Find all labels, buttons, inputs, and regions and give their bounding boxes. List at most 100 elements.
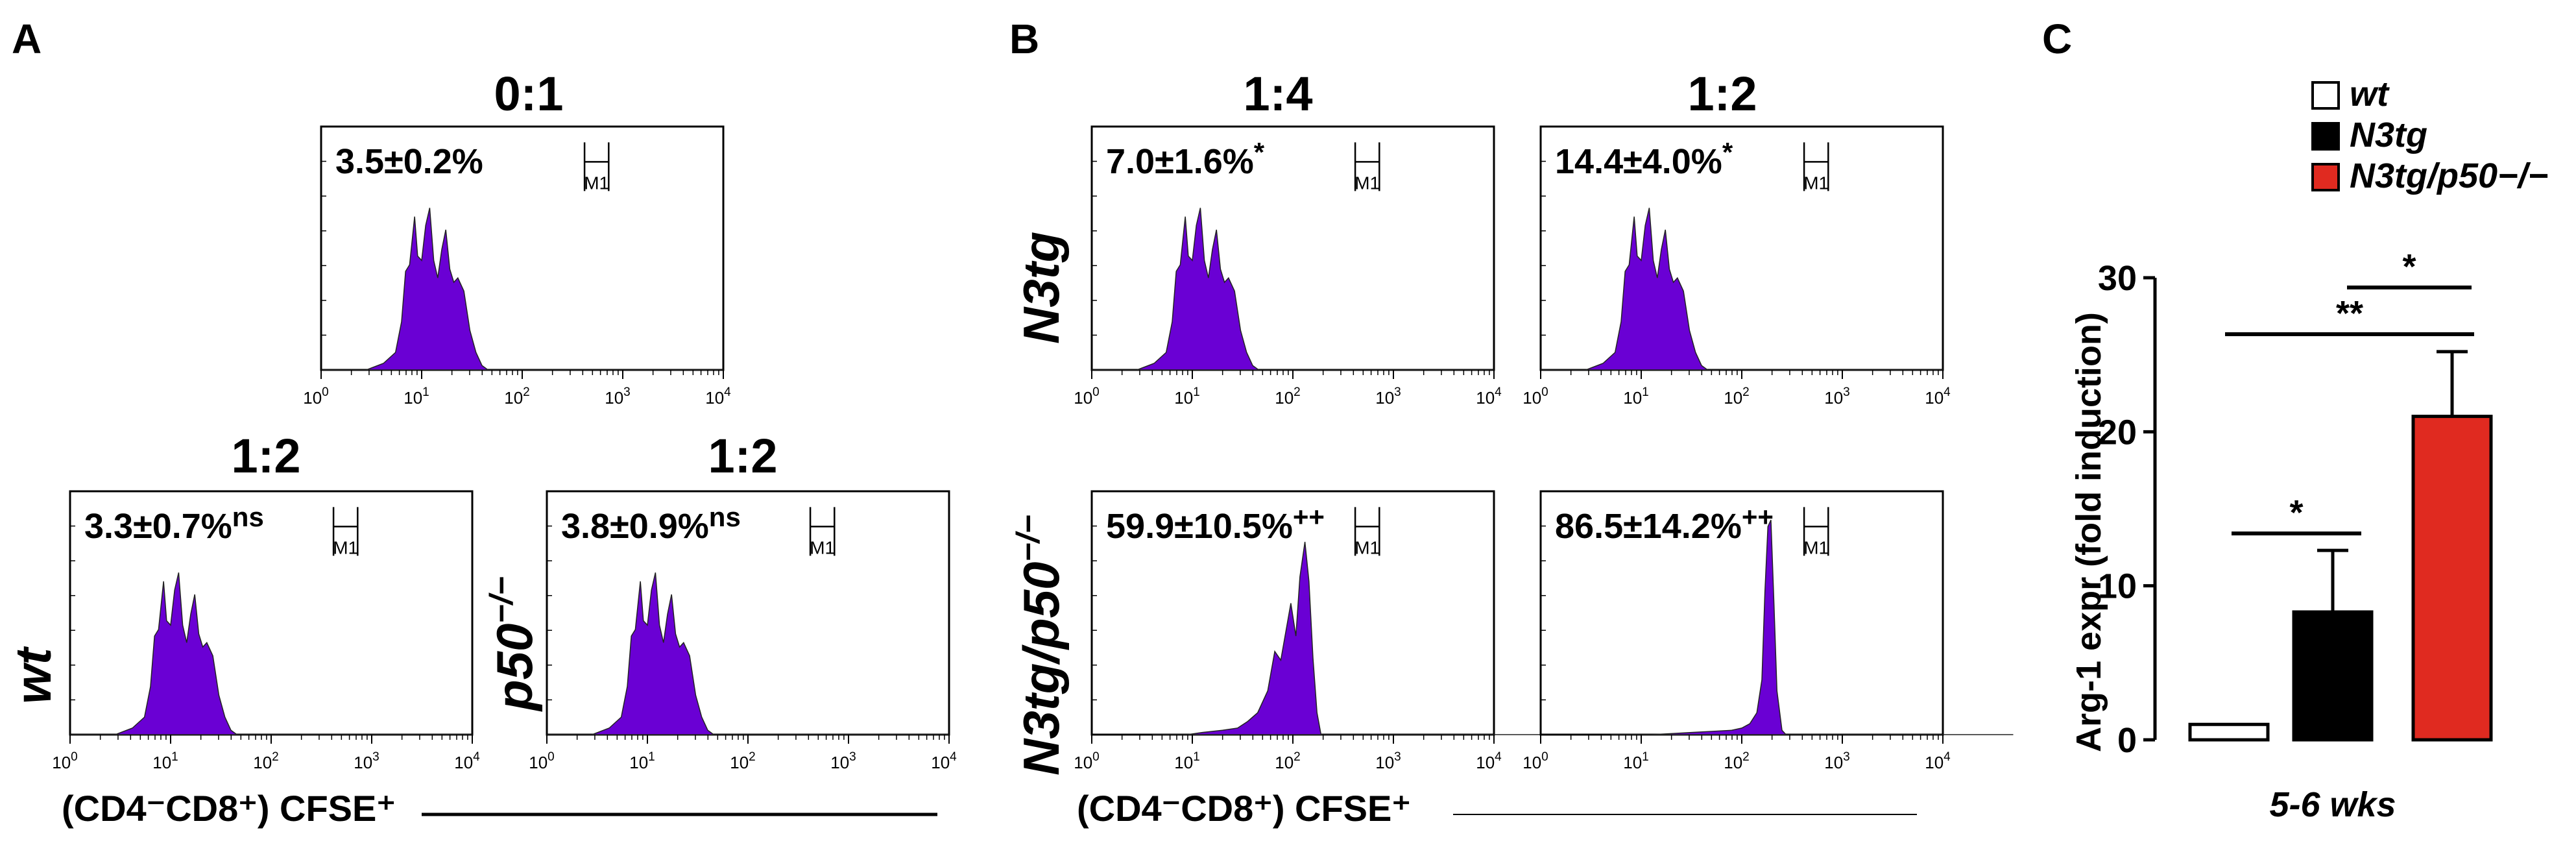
histogram-panels: 100 101 102 103 104 M1 3.5±0.2% 100 101 102 103 104… [52, 125, 2014, 772]
x-tick-label: 101 [152, 750, 178, 772]
histogram-panel: 100 101 102 103 104 M1 7.0±1.6%* [1074, 125, 1502, 408]
row-label-n3tg: N3tg [1013, 232, 1070, 344]
histogram-statistic: 14.4±4.0%* [1555, 137, 1733, 181]
ratio-header-1-4: 1:4 [1244, 67, 1313, 121]
legend-swatch-n3tg-p50 [2311, 163, 2340, 191]
x-tick-label: 101 [1174, 385, 1200, 408]
x-tick-label: 102 [504, 385, 530, 408]
gate-label: M1 [1354, 173, 1380, 193]
histogram-statistic: 86.5±14.2%++ [1555, 502, 1774, 546]
x-tick-label: 103 [1375, 750, 1401, 772]
bar-y-axis-label: Arg-1 expr (fold induction) [2069, 312, 2108, 752]
histogram-panel: 100 101 102 103 104 M1 3.3±0.7%ns [52, 490, 480, 772]
x-tick-label: 100 [1523, 385, 1548, 408]
histogram-frame [546, 490, 950, 736]
x-tick-label: 103 [830, 750, 856, 772]
x-tick-label: 104 [454, 750, 480, 772]
x-tick-label: 101 [1623, 385, 1649, 408]
histogram-fill [321, 208, 723, 371]
ratio-header-0-1: 0:1 [494, 67, 564, 121]
legend-label-n3tg-p50: N3tg/p50−/− [2350, 156, 2548, 195]
legend-swatch-n3tg [2311, 122, 2340, 151]
x-tick-label: 102 [253, 750, 279, 772]
x-tick-label: 102 [1275, 385, 1301, 408]
x-tick-label: 103 [605, 385, 631, 408]
histogram-statistic: 3.5±0.2% [335, 142, 483, 181]
histogram-statistic: 59.9±10.5%++ [1106, 502, 1325, 546]
histogram-statistic: 7.0±1.6%* [1106, 137, 1265, 181]
significance-label: ** [2336, 294, 2363, 333]
x-axis-label-a: (CD4⁻CD8⁺) CFSE⁺ [62, 788, 396, 829]
row-label-wt: wt [5, 646, 62, 704]
legend-label-n3tg: N3tg [2350, 116, 2427, 154]
histogram-fill [1092, 208, 1494, 371]
histogram-frame [320, 125, 725, 371]
significance-label: * [2402, 247, 2416, 286]
histogram-statistic: 3.3±0.7%ns [84, 502, 264, 546]
bar [2292, 610, 2374, 742]
x-tick-label: 103 [354, 750, 379, 772]
histogram-panel: 100 101 102 103 104 M1 3.8±0.9%ns [529, 490, 957, 772]
x-tick-label: 100 [529, 750, 555, 772]
bar-y-tick-label: 10 [2098, 567, 2137, 606]
histogram-fill [70, 572, 472, 735]
x-tick-label: 104 [1476, 750, 1502, 772]
x-tick-label: 104 [705, 385, 731, 408]
bar [2188, 722, 2270, 742]
significance-label: * [2289, 493, 2303, 532]
bar-y-tick-label: 30 [2098, 259, 2137, 298]
x-tick-label: 101 [629, 750, 655, 772]
x-tick-label: 103 [1375, 385, 1401, 408]
histogram-panel: 100 101 102 103 104 M1 59.9±10.5%++ [1074, 490, 1554, 772]
bar [2411, 415, 2493, 742]
x-tick-label: 104 [931, 750, 957, 772]
bar-y-tick-label: 20 [2098, 413, 2137, 452]
ratio-header-1-2-wt: 1:2 [232, 429, 301, 483]
x-tick-label: 101 [1174, 750, 1200, 772]
histogram-panel: 100 101 102 103 104 M1 3.5±0.2% [303, 125, 731, 408]
x-tick-label: 100 [303, 385, 329, 408]
gate-label: M1 [1803, 537, 1829, 557]
histogram-frame [1090, 125, 1495, 371]
histogram-frame [1539, 490, 1944, 736]
x-tick-label: 103 [1824, 750, 1850, 772]
ratio-header-1-2-p50: 1:2 [708, 429, 778, 483]
histogram-fill [1541, 208, 1943, 371]
ratio-header-1-2-b: 1:2 [1688, 67, 1757, 121]
x-tick-label: 103 [1824, 385, 1850, 408]
histogram-statistic: 3.8±0.9%ns [561, 502, 741, 546]
legend-label-wt: wt [2350, 75, 2390, 114]
x-tick-label: 100 [1523, 750, 1548, 772]
gate-label: M1 [1354, 537, 1380, 557]
panel-label-a: A [12, 16, 42, 62]
x-tick-label: 102 [1724, 385, 1750, 408]
bar-legend: wt N3tg N3tg/p50−/− [2311, 75, 2548, 195]
row-label-n3tg-p50: N3tg/p50−/− [1010, 515, 1070, 776]
x-tick-label: 100 [52, 750, 78, 772]
gate-label: M1 [810, 537, 835, 557]
x-axis-label-b: (CD4⁻CD8⁺) CFSE⁺ [1077, 788, 1411, 829]
x-tick-label: 104 [1925, 750, 1951, 772]
panel-label-b: B [1009, 16, 1039, 62]
gate-label: M1 [333, 537, 358, 557]
legend-swatch-wt [2311, 81, 2340, 110]
x-tick-label: 100 [1074, 385, 1100, 408]
bar-y-tick-label: 0 [2117, 721, 2137, 760]
x-tick-label: 102 [1275, 750, 1301, 772]
histogram-fill [547, 572, 949, 735]
panel-label-c: C [2042, 16, 2072, 62]
x-tick-label: 102 [1724, 750, 1750, 772]
histogram-fill [1611, 519, 2014, 735]
histogram-fill [1152, 541, 1554, 735]
x-tick-label: 100 [1074, 750, 1100, 772]
x-tick-label: 101 [403, 385, 429, 408]
gate-label: M1 [1803, 173, 1829, 193]
histogram-frame [69, 490, 474, 736]
x-tick-label: 104 [1476, 385, 1502, 408]
x-tick-label: 101 [1623, 750, 1649, 772]
gate-label: M1 [584, 173, 609, 193]
histogram-panel: 100 101 102 103 104 M1 14.4±4.0%* [1523, 125, 1951, 408]
histogram-frame [1539, 125, 1944, 371]
x-tick-label: 104 [1925, 385, 1951, 408]
